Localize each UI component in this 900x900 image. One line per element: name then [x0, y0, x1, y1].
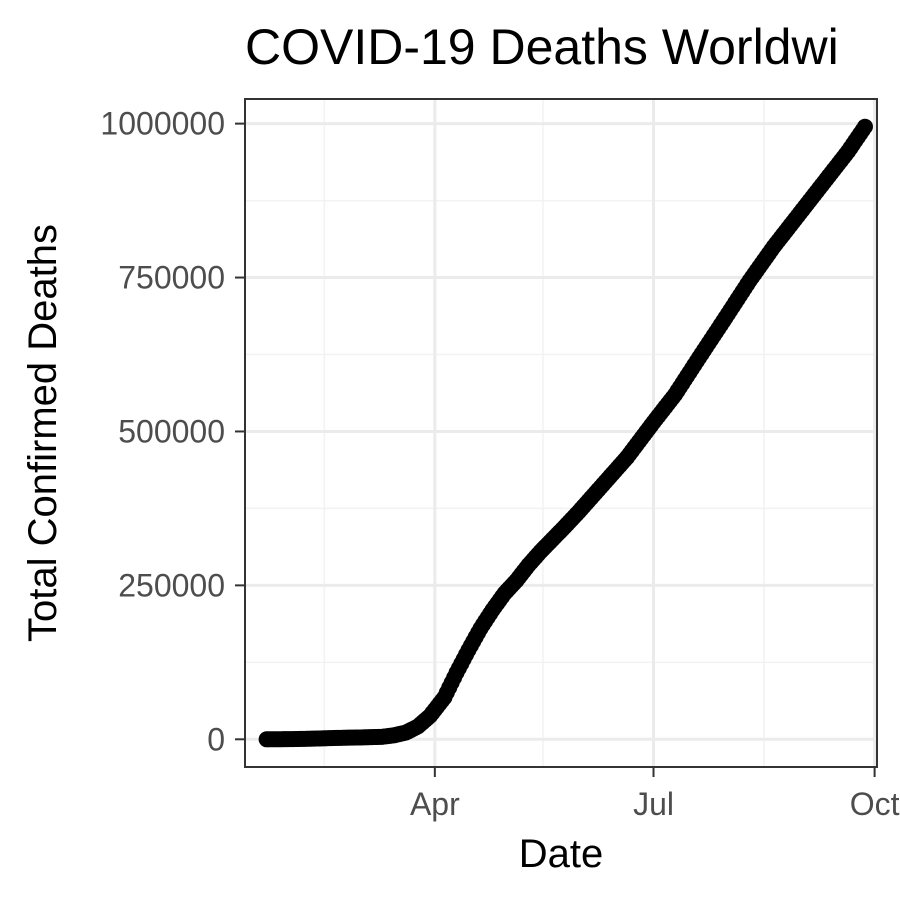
y-tick-label: 500000	[118, 413, 225, 449]
x-tick-label: Jul	[633, 786, 674, 822]
grid	[245, 99, 877, 767]
axis-ticks: Apr Jul Oct 0 250000 500000 750000 1000000	[100, 106, 899, 822]
y-tick-label: 750000	[118, 260, 225, 296]
x-axis-title: Date	[519, 832, 604, 876]
panel-border	[244, 98, 878, 768]
y-tick-label: 1000000	[100, 106, 225, 142]
x-tick-label: Apr	[410, 786, 460, 822]
x-tick-label: Oct	[850, 786, 900, 822]
y-axis-title: Total Confirmed Deaths	[21, 224, 65, 642]
chart-title: COVID-19 Deaths Worldwi	[245, 19, 839, 75]
data-series	[258, 118, 873, 748]
y-tick-label: 250000	[118, 567, 225, 603]
y-tick-label: 0	[207, 721, 225, 757]
data-point	[856, 118, 873, 135]
